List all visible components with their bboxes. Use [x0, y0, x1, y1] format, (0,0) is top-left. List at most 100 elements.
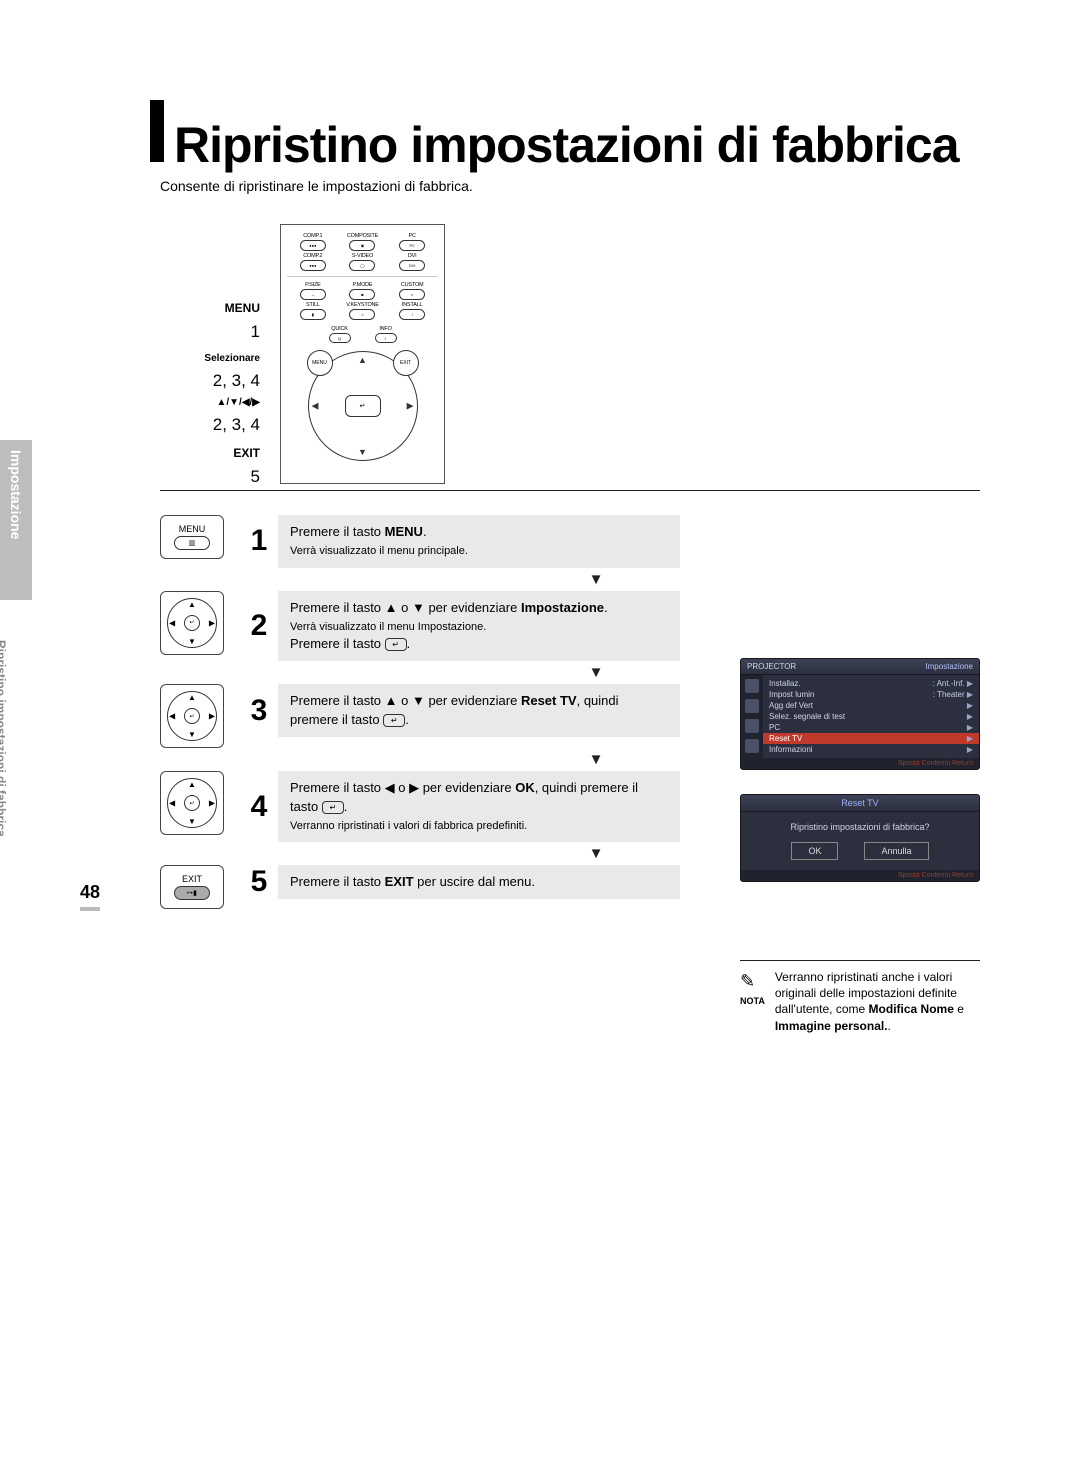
- rb-btn: DVI: [399, 260, 425, 271]
- rb-lab: COMP.1: [303, 233, 322, 239]
- rb-lab: STILL: [306, 302, 320, 308]
- rb-btn: ▮: [300, 309, 326, 320]
- osd-reset-dialog: Reset TV Ripristino impostazioni di fabb…: [740, 794, 980, 882]
- page-subtitle: Consente di ripristinare le impostazioni…: [160, 178, 980, 194]
- label-1: 1: [160, 318, 260, 345]
- note-b2: Immagine personal.: [775, 1019, 888, 1033]
- rb-btn: ◯: [349, 260, 375, 271]
- arrow-down-icon: ▼: [188, 730, 196, 739]
- rb-lab: P.MODE: [353, 282, 373, 288]
- note-mid: e: [954, 1002, 964, 1016]
- step-icon: MENU ▥: [160, 515, 224, 559]
- page-number: 48: [80, 882, 100, 911]
- osd-row-value: ▶: [967, 723, 973, 732]
- arrow-right-icon: ▶: [407, 401, 414, 412]
- label-234b: 2, 3, 4: [160, 411, 260, 438]
- rb-lab: V.KEYSTONE: [346, 302, 379, 308]
- step-text: Premere il tasto EXIT per uscire dal men…: [278, 865, 680, 899]
- osd-row-value: ▶: [967, 734, 973, 743]
- step-text: Premere il tasto ▲ o ▼ per evidenziare R…: [278, 684, 680, 736]
- step-row: MENU ▥ 1Premere il tasto MENU.Verrà visual…: [160, 515, 980, 568]
- rb-lab: CUSTOM: [401, 282, 424, 288]
- arrow-right-icon: ▶: [209, 712, 215, 721]
- enter-icon: ↵: [385, 638, 407, 651]
- arrow-down-icon: ▼: [188, 637, 196, 646]
- label-234a: 2, 3, 4: [160, 367, 260, 394]
- osd-row-label: Agg def Vert: [769, 701, 813, 710]
- osd-row-label: Reset TV: [769, 734, 802, 743]
- enter-icon: ↵: [184, 708, 200, 724]
- rb-btn: ◉: [349, 240, 375, 251]
- arrow-left-icon: ◀: [169, 712, 175, 721]
- rb-btn: ■: [349, 289, 375, 300]
- step-number: 5: [240, 865, 278, 899]
- rb-lab: INSTALL: [402, 302, 423, 308]
- osd-row-value: ▶: [967, 712, 973, 721]
- osd-row: Reset TV ▶: [763, 733, 979, 744]
- arrow-right-icon: ▶: [209, 799, 215, 808]
- osd-rows: Installaz. : Ant.-Inf. ▶Impost lumin: The…: [763, 675, 979, 758]
- osd-row: Informazioni ▶: [769, 744, 973, 755]
- osd-row: Selez. segnale di test ▶: [769, 711, 973, 722]
- rb-btn: ⌂: [349, 309, 375, 320]
- remote-exit-btn: EXIT: [393, 350, 419, 376]
- step-icon: ▲ ▼ ◀ ▶ ↵: [160, 684, 224, 748]
- step-content: 3Premere il tasto ▲ o ▼ per evidenziare …: [240, 684, 680, 736]
- arrow-left-icon: ◀: [169, 799, 175, 808]
- osd-icon: [745, 719, 759, 733]
- arrow-down-icon: ▼: [358, 447, 367, 457]
- arrow-up-icon: ▲: [188, 600, 196, 609]
- rb-lab: PC: [409, 233, 416, 239]
- osd-settings: PROJECTOR Impostazione Installaz.: Ant.-…: [740, 658, 980, 770]
- rb-lab: P.SIZE: [305, 282, 321, 288]
- remote-nav-ring: MENU EXIT ▲ ▼ ◀ ▶ ↵: [308, 351, 418, 461]
- arrow-up-icon: ▲: [188, 693, 196, 702]
- nav-ring-icon: ▲ ▼ ◀ ▶ ↵: [167, 691, 217, 741]
- step-content: 2Premere il tasto ▲ o ▼ per evidenziare …: [240, 591, 680, 662]
- step-content: 5Premere il tasto EXIT per uscire dal me…: [240, 865, 680, 899]
- arrow-up-icon: ▲: [188, 780, 196, 789]
- osd-head-left: PROJECTOR: [747, 662, 796, 671]
- osd2-cancel: Annulla: [864, 842, 928, 860]
- page: Impostazione Ripristino impostazioni di …: [0, 0, 1080, 949]
- note-icon: ✎ NOTA: [740, 969, 765, 1034]
- step-text: Premere il tasto MENU.Verrà visualizzato…: [278, 515, 680, 568]
- rb-lab: DVI: [408, 253, 417, 259]
- osd-row-label: Selez. segnale di test: [769, 712, 845, 721]
- step-number: 1: [240, 515, 278, 568]
- label-exit: EXIT: [160, 444, 260, 463]
- enter-icon: ↵: [322, 801, 344, 814]
- osd-row-label: Installaz.: [769, 679, 801, 688]
- step-content: 4Premere il tasto ◀ o ▶ per evidenziare …: [240, 771, 680, 842]
- remote-menu-btn: MENU: [307, 350, 333, 376]
- remote-area: MENU 1 Selezionare 2, 3, 4 ▲/▼/◀/▶ 2, 3,…: [160, 224, 980, 491]
- side-tab: Impostazione: [0, 440, 32, 600]
- label-arrows: ▲/▼/◀/▶: [160, 395, 260, 411]
- osd-foot: Sposta Confermi Return: [741, 758, 979, 769]
- step-content: 1Premere il tasto MENU.Verrà visualizzat…: [240, 515, 680, 568]
- exit-button-icon: ↦▮: [174, 886, 210, 900]
- rb-btn: PC: [399, 240, 425, 251]
- osd-row-value: ▶: [967, 745, 973, 754]
- remote-enter-btn: ↵: [345, 395, 381, 417]
- note-post: .: [888, 1019, 891, 1033]
- osd-row: Agg def Vert ▶: [769, 700, 973, 711]
- osd-row-label: Informazioni: [769, 745, 813, 754]
- menu-button-icon: ▥: [174, 536, 210, 550]
- rb-btn: ↔: [300, 289, 326, 300]
- step-text: Premere il tasto ◀ o ▶ per evidenziare O…: [278, 771, 680, 842]
- label-selezionare: Selezionare: [160, 351, 260, 367]
- note: ✎ NOTA Verranno ripristinati anche i val…: [740, 960, 980, 1034]
- title-marker: [150, 100, 164, 162]
- menu-label: MENU: [179, 524, 206, 534]
- osd-row-value: : Ant.-Inf. ▶: [933, 679, 973, 688]
- rb-btn: i: [375, 333, 397, 343]
- osd-icon-col: [741, 675, 763, 758]
- step-icon: ▲▼◀▶↵: [160, 591, 224, 655]
- osd-area: PROJECTOR Impostazione Installaz.: Ant.-…: [740, 658, 980, 906]
- rb-btn: ●●●: [300, 260, 326, 271]
- rb-btn: ●●●: [300, 240, 326, 251]
- flow-arrow-icon: ▼: [212, 568, 980, 591]
- page-title: Ripristino impostazioni di fabbrica: [174, 116, 959, 174]
- osd-row: Impost lumin: Theater ▶: [769, 689, 973, 700]
